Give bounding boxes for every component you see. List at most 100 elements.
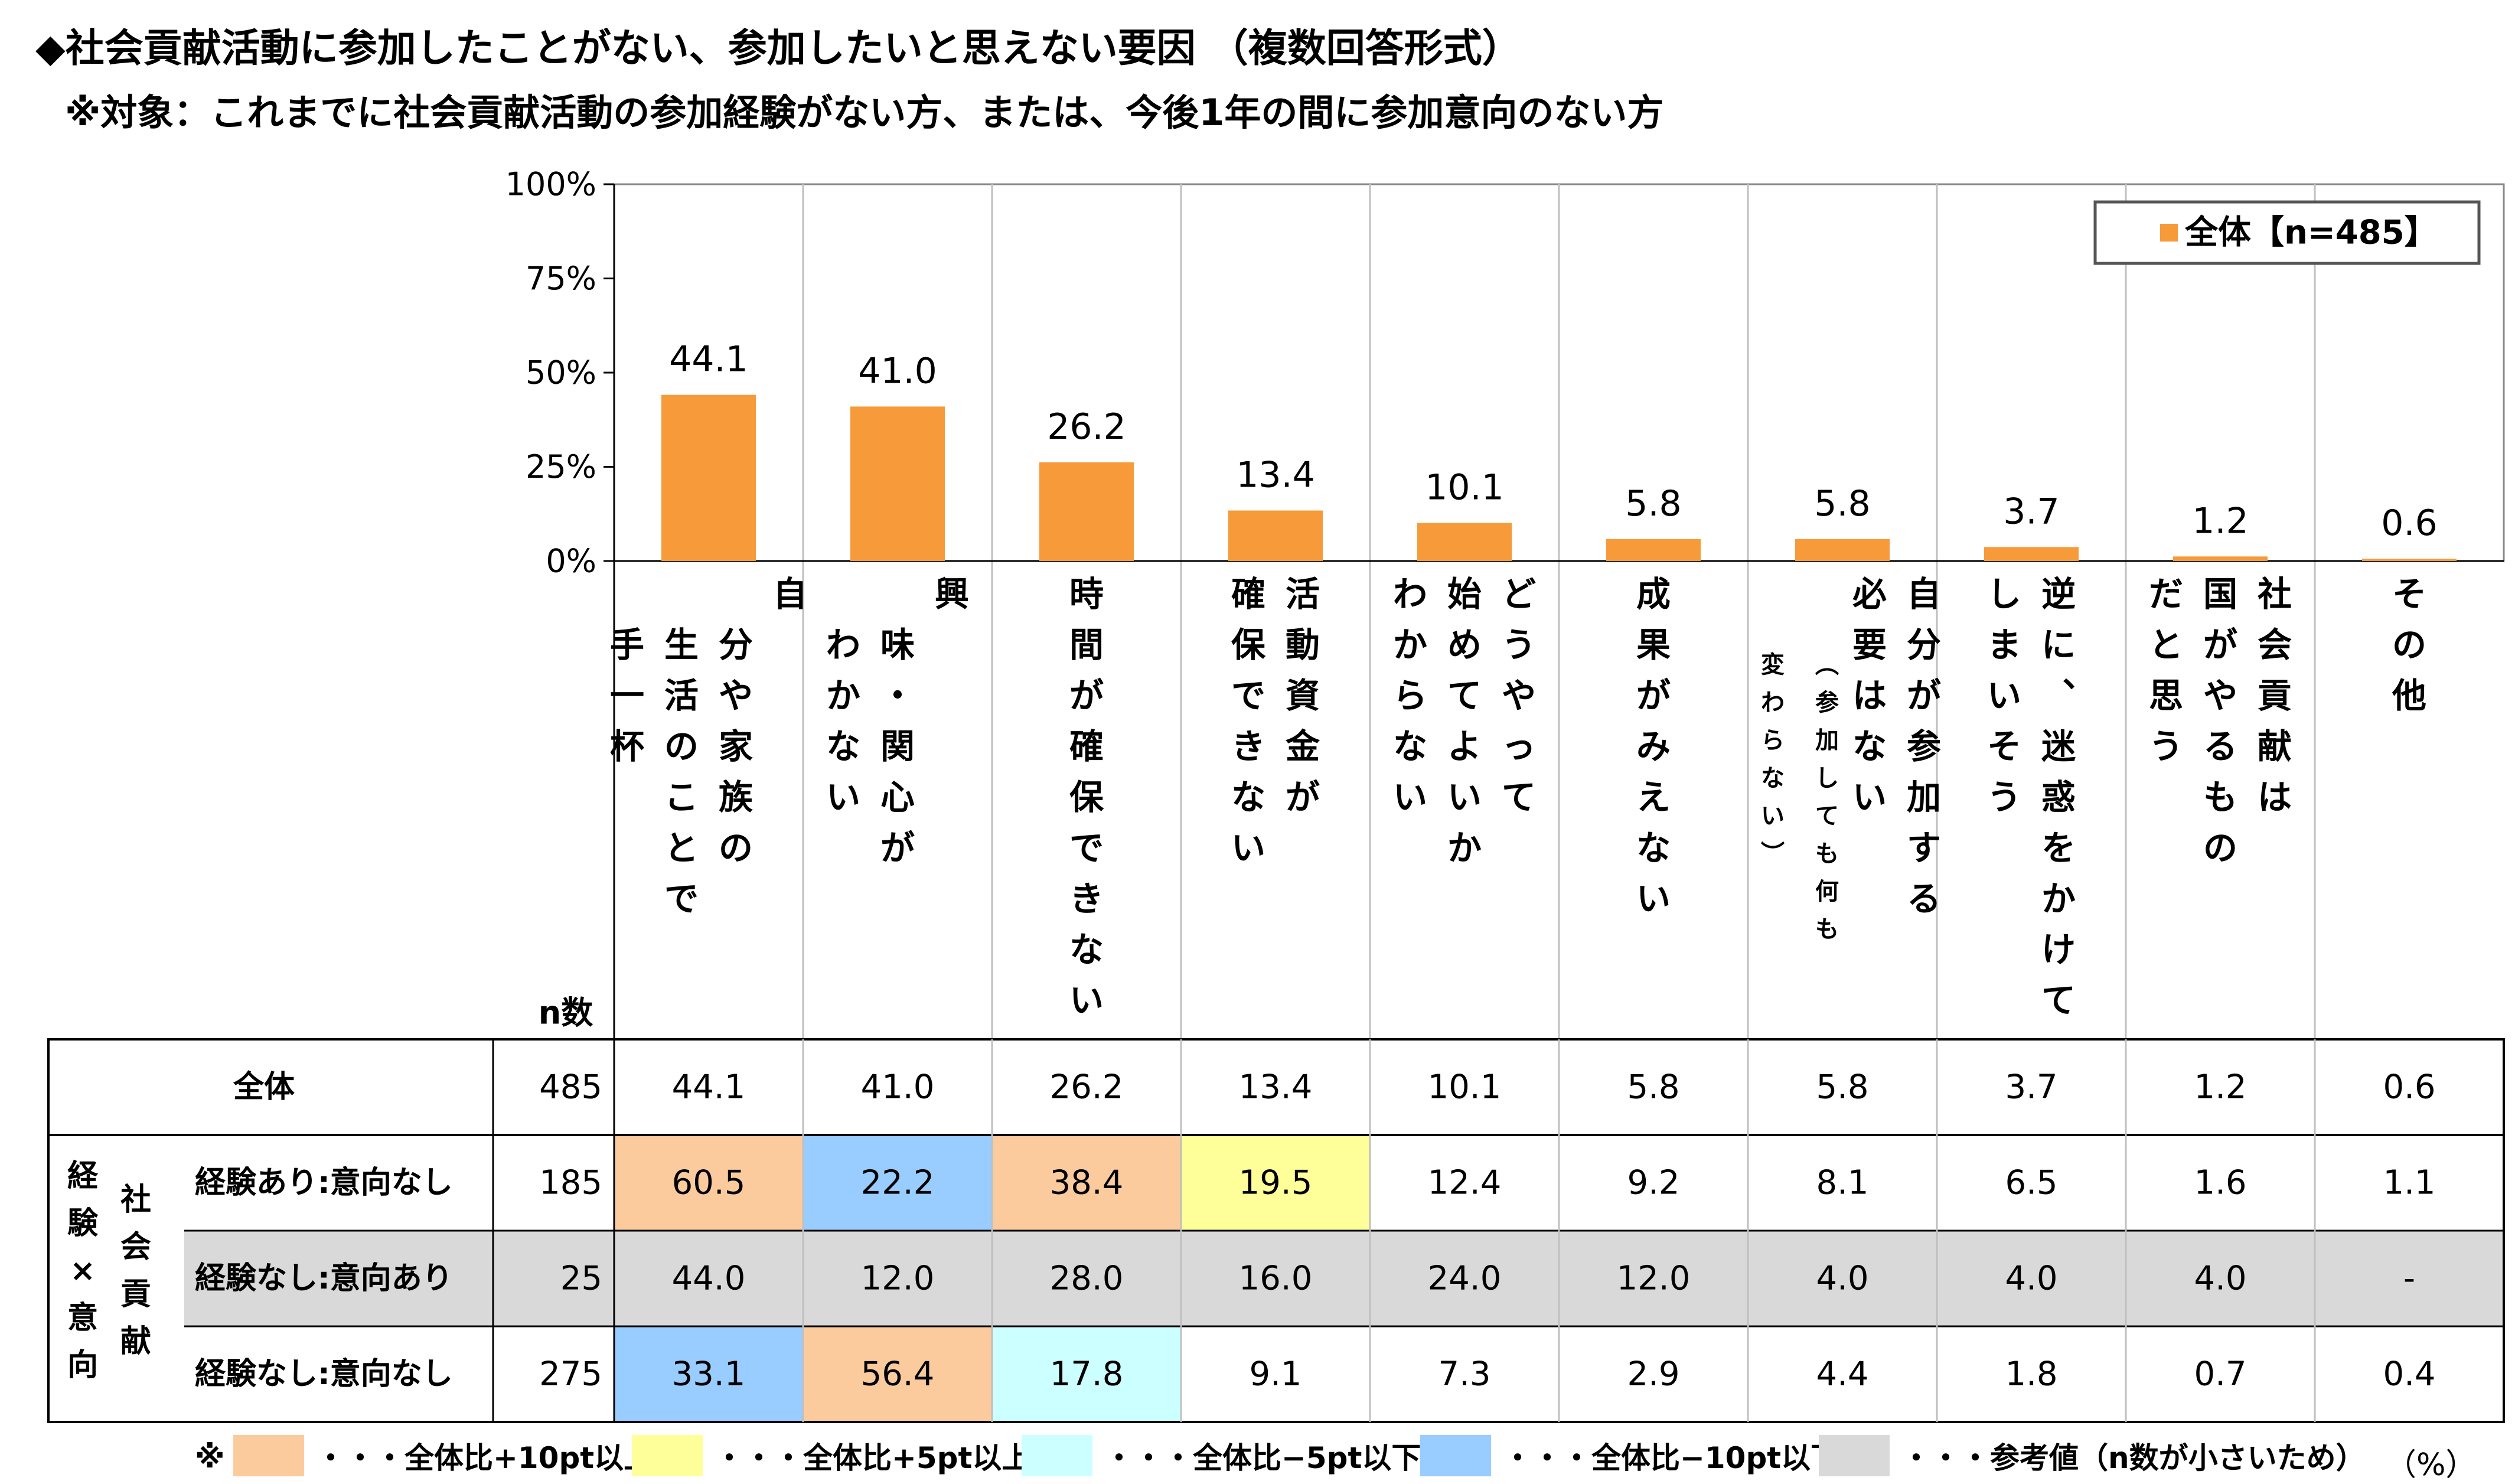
category-label-char: 何 xyxy=(1815,878,1839,905)
category-label-char: 生 xyxy=(664,625,699,665)
category-label-char: そ xyxy=(1987,726,2021,767)
table-cell-value: 17.8 xyxy=(1050,1355,1124,1394)
y-tick-label: 25% xyxy=(526,448,596,485)
table-row-label: 経験あり:意向なし xyxy=(195,1165,453,1201)
category-label-char: も xyxy=(1815,840,1839,867)
page-title: ◆社会貢献活動に参加したことがない、参加したいと思えない要因 （複数回答形式） xyxy=(35,25,1521,71)
category-label-char: い xyxy=(1069,980,1104,1020)
category-label-char: 始 xyxy=(1447,574,1482,614)
category-label-char: 思 xyxy=(2149,676,2183,716)
category-label-char: け xyxy=(2041,929,2076,970)
category-label-char: 要 xyxy=(1852,625,1887,665)
category-label-char: 保 xyxy=(1069,777,1104,817)
legend-plus10: ・・・全体比+10pt以上 xyxy=(233,1435,653,1476)
note-mark: ※ xyxy=(195,1440,225,1475)
category-label-char: 変 xyxy=(1761,651,1785,679)
category-label-char: っ xyxy=(1502,726,1536,767)
swatch-plus5 xyxy=(632,1435,703,1476)
category-label-char: 間 xyxy=(1069,625,1104,665)
category-label-char: 必 xyxy=(1852,574,1887,614)
category-label-char: ・ xyxy=(880,676,915,716)
table-cell-value: - xyxy=(2403,1260,2415,1298)
table-cell-value: 28.0 xyxy=(1050,1260,1124,1298)
bar-value-label: 10.1 xyxy=(1425,467,1504,508)
category-label-char: 参 xyxy=(1907,726,1941,767)
category-label-char: な xyxy=(1636,828,1671,868)
category-label-char: ら xyxy=(1761,727,1785,754)
category-label-char: 動 xyxy=(1286,625,1320,665)
category-label-char: 活 xyxy=(664,676,699,716)
legend-plus5-label: ・・・全体比+5pt以上 xyxy=(715,1441,1032,1475)
cell-highlight xyxy=(992,1326,1181,1422)
bar xyxy=(1228,510,1323,561)
table-row-label: 経験なし:意向なし xyxy=(195,1356,453,1392)
category-label-char: 族 xyxy=(719,777,753,817)
table-cell-value: 41.0 xyxy=(861,1068,935,1107)
category-label-char: か xyxy=(2041,879,2076,919)
category-label-char: い xyxy=(826,777,860,817)
category-label-char: よ xyxy=(1447,726,1482,767)
table-cell-value: 7.3 xyxy=(1438,1355,1490,1394)
category-label-char: い xyxy=(1636,879,1671,919)
legend-box xyxy=(2093,200,2481,265)
bar xyxy=(1606,539,1701,561)
y-tick-label: 75% xyxy=(526,260,596,297)
legend-swatch xyxy=(2160,224,2178,242)
category-label-char: が xyxy=(2203,625,2237,665)
category-label-char: な xyxy=(1069,929,1104,970)
category-label-char: か xyxy=(1447,828,1482,868)
table-cell-value: 44.1 xyxy=(672,1068,746,1107)
swatch-plus10 xyxy=(233,1435,304,1476)
category-label-char: 興 xyxy=(935,574,969,614)
category-label-char: な xyxy=(1761,765,1785,792)
table-cell-value: 12.4 xyxy=(1428,1164,1502,1202)
category-label-char: だ xyxy=(2149,574,2183,614)
category-label-char: 迷 xyxy=(2041,726,2076,767)
table-cell-value: 5.8 xyxy=(1816,1068,1868,1107)
category-label-char: 関 xyxy=(880,726,915,767)
category-label-char: そ xyxy=(2392,574,2426,614)
category-label-char: か xyxy=(826,676,860,716)
category-label-char: 味 xyxy=(880,625,915,665)
legend-minus5: ・・・全体比−5pt以下 xyxy=(1022,1435,1421,1476)
cell-highlight xyxy=(1181,1135,1370,1231)
table-cell-value: 1.6 xyxy=(2194,1164,2246,1202)
n-header: n数 xyxy=(539,994,593,1032)
table-cell-value: 0.4 xyxy=(2383,1355,2435,1394)
table-cell-value: 33.1 xyxy=(672,1355,746,1394)
table-cell-value: 5.8 xyxy=(1627,1068,1679,1107)
table-cell-value: 4.0 xyxy=(2005,1260,2057,1298)
category-label-char: 一 xyxy=(610,676,644,716)
category-label-char: が xyxy=(880,828,915,868)
group-label-outer-char: 経 xyxy=(67,1159,99,1194)
table-cell-value: 44.0 xyxy=(672,1260,746,1298)
swatch-reference xyxy=(1819,1435,1890,1476)
category-label-char: ま xyxy=(1987,625,2021,665)
table-cell-value: 9.2 xyxy=(1627,1164,1679,1202)
table-cell-value: 4.0 xyxy=(2194,1260,2246,1298)
table-row-n: 275 xyxy=(539,1355,602,1394)
category-label-char: る xyxy=(1907,879,1941,919)
category-label-char: 資 xyxy=(1286,676,1320,716)
category-label-char: 活 xyxy=(1286,574,1320,614)
table-cell-value: 4.4 xyxy=(1816,1355,1868,1394)
row-reference-bg xyxy=(184,1231,2504,1326)
category-label-char: る xyxy=(2203,726,2237,767)
chart: 100% 75% 50% 25% 0% 44.1 41.0 26.2 13.4 10.1 5.8 5.… xyxy=(47,166,2505,1423)
category-label-char: 手 xyxy=(610,625,644,665)
table-cell-value: 24.0 xyxy=(1428,1260,1502,1298)
category-label-char: し xyxy=(1815,765,1839,792)
category-label-char: ︶ xyxy=(1761,840,1785,867)
category-label-char: 果 xyxy=(1636,625,1671,665)
table-cell-value: 26.2 xyxy=(1050,1068,1124,1107)
category-label-char: な xyxy=(1852,726,1887,767)
category-label-char: 会 xyxy=(2258,625,2292,665)
category-label-char: ︑ xyxy=(2041,676,2076,716)
category-label-char: が xyxy=(1069,676,1104,716)
swatch-minus5 xyxy=(1022,1435,1092,1476)
bar xyxy=(2362,559,2457,561)
category-label-char: き xyxy=(1231,726,1265,767)
category-label-char: の xyxy=(2203,828,2237,868)
category-label-char: ら xyxy=(1393,676,1427,716)
bar-value-label: 26.2 xyxy=(1047,406,1126,448)
